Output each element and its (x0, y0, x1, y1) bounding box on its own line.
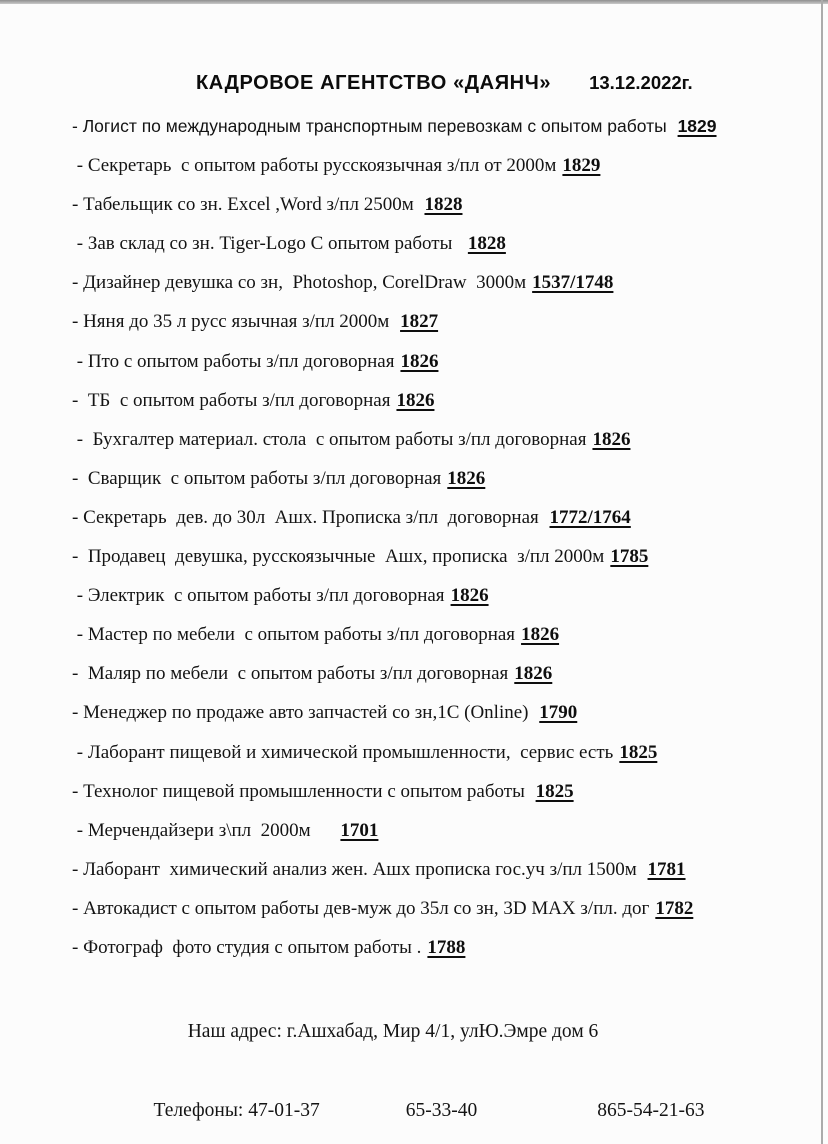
document-header: КАДРОВОЕ АГЕНТСТВО «ДАЯНЧ» 13.12.2022г. (0, 70, 828, 96)
vacancy-code: 1781 (647, 858, 686, 880)
vacancy-text: - Пто с опытом работы з/пл договорная (72, 350, 395, 372)
vacancy-code: 1828 (424, 194, 463, 216)
vacancy-text: - Секретарь дев. до 30л Ашх. Прописка з/… (72, 506, 544, 528)
vacancy-code: 1790 (539, 702, 578, 724)
vacancy-code: 1825 (619, 741, 658, 763)
vacancy-code: 1829 (562, 155, 601, 177)
vacancy-line: - Мастер по мебели с опытом работы з/пл … (72, 615, 808, 654)
agency-title: КАДРОВОЕ АГЕНТСТВО «ДАЯНЧ» (196, 72, 552, 94)
vacancy-list: - Логист по международным транспортным п… (0, 107, 828, 967)
document-footer: Наш адрес: г.Ашхабад, Мир 4/1, улЮ.Эмре … (0, 967, 828, 1144)
vacancy-code: 1826 (447, 467, 486, 489)
vacancy-code: 1828 (467, 233, 506, 255)
vacancy-code: 1827 (400, 311, 439, 333)
vacancy-text: - Зав склад со зн. Tiger-Logo С опытом р… (72, 233, 462, 255)
document-page: КАДРОВОЕ АГЕНТСТВО «ДАЯНЧ» 13.12.2022г. … (0, 4, 828, 1144)
vacancy-text: - Логист по международным транспортным п… (72, 116, 672, 136)
vacancy-text: - Технолог пищевой промышленности с опыт… (72, 780, 530, 802)
vacancy-code: 1826 (396, 389, 435, 411)
vacancy-line: - Лаборант химический анализ жен. Ашх пр… (72, 850, 808, 889)
vacancy-code: 1826 (592, 428, 631, 450)
vacancy-code: 1772/1764 (549, 506, 631, 528)
vacancy-text: - Фотограф фото студия с опытом работы . (72, 936, 422, 958)
vacancy-code: 1826 (514, 663, 553, 685)
vacancy-line: - Фотограф фото студия с опытом работы .… (72, 928, 808, 967)
vacancy-code: 1701 (340, 819, 379, 841)
vacancy-text: - ТБ с опытом работы з/пл договорная (72, 389, 391, 411)
vacancy-line: - Секретарь с опытом работы русскоязычна… (72, 146, 808, 185)
vacancy-line: - Пто с опытом работы з/пл договорная 182… (72, 342, 808, 381)
vacancy-line: - Автокадист с опытом работы дев-муж до … (72, 889, 808, 928)
vacancy-text: - Бухгалтер материал. стола с опытом раб… (72, 428, 587, 450)
vacancy-code: 1826 (400, 350, 439, 372)
vacancy-text: - Лаборант химический анализ жен. Ашх пр… (72, 858, 642, 880)
vacancy-line: - ТБ с опытом работы з/пл договорная 1826 (72, 381, 808, 420)
phones-line: Телефоны: 47-01-37 65-33-40 865-54-21-63 (0, 1093, 828, 1128)
phone-number: 65-33-40 (405, 1100, 478, 1122)
vacancy-text: - Сварщик с опытом работы з/пл договорна… (72, 467, 442, 489)
vacancy-code: 1826 (521, 624, 560, 646)
vacancy-line: - Секретарь дев. до 30л Ашх. Прописка з/… (72, 498, 808, 537)
vacancy-text: - Менеджер по продаже авто запчастей со … (72, 702, 534, 724)
phone-number: 47-01-37 (248, 1100, 320, 1122)
vacancy-code: 1825 (535, 780, 574, 802)
phones-label: Телефоны: (153, 1100, 249, 1122)
phone-number: 865-54-21-63 (597, 1100, 705, 1122)
vacancy-line: - Табельщик со зн. Excel ,Word з/пл 2500… (72, 185, 808, 224)
vacancy-line: - Бухгалтер материал. стола с опытом раб… (72, 420, 808, 459)
vacancy-line: - Электрик с опытом работы з/пл договорн… (72, 576, 808, 615)
vacancy-text: - Электрик с опытом работы з/пл договорн… (72, 585, 445, 607)
vacancy-text: - Автокадист с опытом работы дев-муж до … (72, 897, 650, 919)
vacancy-code: 1829 (677, 116, 717, 136)
vacancy-line: - Дизайнер девушка со зн, Photoshop, Cor… (72, 263, 808, 302)
right-border (821, 0, 823, 1144)
vacancy-text: - Мастер по мебели с опытом работы з/пл … (72, 624, 516, 646)
vacancy-line: - Менеджер по продаже авто запчастей со … (72, 693, 808, 732)
vacancy-code: 1788 (427, 936, 466, 958)
document-date: 13.12.2022г. (589, 72, 693, 93)
vacancy-text: - Няня до 35 л русс язычная з/пл 2000м (72, 311, 395, 333)
vacancy-line: - Сварщик с опытом работы з/пл договорна… (72, 459, 808, 498)
vacancy-line: - Маляр по мебели с опытом работы з/пл д… (72, 654, 808, 693)
vacancy-line: - Технолог пищевой промышленности с опыт… (72, 772, 808, 811)
vacancy-line: - Зав склад со зн. Tiger-Logo С опытом р… (72, 224, 808, 263)
vacancy-text: - Лаборант пищевой и химической промышле… (72, 741, 614, 763)
address-line: Наш адрес: г.Ашхабад, Мир 4/1, улЮ.Эмре … (187, 1021, 599, 1043)
vacancy-line: - Няня до 35 л русс язычная з/пл 2000м 1… (72, 302, 808, 341)
vacancy-text: - Табельщик со зн. Excel ,Word з/пл 2500… (72, 194, 419, 216)
vacancy-text: - Мерчендайзери з\пл 2000м (72, 819, 335, 841)
vacancy-line: - Лаборант пищевой и химической промышле… (72, 733, 808, 772)
vacancy-code: 1826 (450, 585, 489, 607)
vacancy-text: - Маляр по мебели с опытом работы з/пл д… (72, 663, 509, 685)
vacancy-code: 1785 (610, 546, 649, 568)
vacancy-text: - Дизайнер девушка со зн, Photoshop, Cor… (72, 272, 527, 294)
vacancy-line: - Логист по международным транспортным п… (72, 107, 808, 146)
vacancy-text: - Продавец девушка, русскоязычные Ашх, п… (72, 546, 605, 568)
vacancy-text: - Секретарь с опытом работы русскоязычна… (72, 155, 557, 177)
top-border (0, 0, 828, 4)
vacancy-line: - Продавец девушка, русскоязычные Ашх, п… (72, 537, 808, 576)
vacancy-code: 1537/1748 (532, 272, 614, 294)
vacancy-code: 1782 (655, 897, 694, 919)
vacancy-line: - Мерчендайзери з\пл 2000м 1701 (72, 811, 808, 850)
